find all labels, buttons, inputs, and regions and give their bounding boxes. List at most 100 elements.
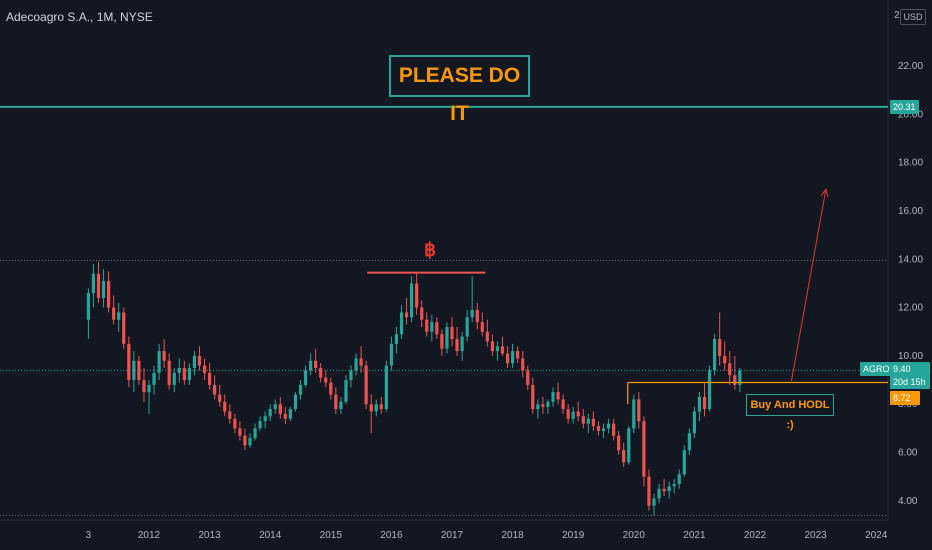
- x-tick-label: 2015: [320, 530, 343, 541]
- candle-body: [465, 317, 469, 337]
- candle-body: [112, 307, 116, 320]
- candle-body: [612, 423, 616, 436]
- ticker-label: AGRO: [860, 362, 893, 376]
- bitcoin-icon: ฿: [424, 240, 437, 261]
- candle-body: [556, 392, 560, 400]
- candle-body: [228, 411, 232, 419]
- candle-body: [223, 401, 227, 412]
- candle-body: [672, 483, 676, 487]
- candle-body: [596, 425, 601, 431]
- y-tick-label: 22.00: [898, 61, 923, 72]
- y-tick-label: 16.00: [898, 206, 923, 217]
- candle-body: [243, 435, 247, 446]
- candle-body: [117, 312, 121, 320]
- candle-body: [622, 450, 626, 463]
- candle-body: [617, 435, 621, 451]
- buy-and-hodl-callout[interactable]: Buy And HODL :): [746, 394, 834, 431]
- candle-body: [521, 358, 525, 371]
- candle-body: [384, 365, 388, 410]
- candle-body: [132, 360, 136, 381]
- candle-body: [324, 377, 328, 383]
- candle-body: [137, 360, 141, 381]
- x-tick-label: 2019: [562, 530, 585, 541]
- candle-body: [541, 404, 545, 407]
- candle-body: [197, 355, 202, 366]
- y-tick-label: 10.00: [898, 351, 923, 362]
- y-tick-label: 12.00: [898, 303, 923, 314]
- currency-button[interactable]: USD: [900, 9, 926, 25]
- candle-body: [359, 358, 363, 366]
- candle-body: [218, 394, 222, 402]
- candle-body: [642, 421, 646, 477]
- candle-body: [571, 411, 575, 419]
- candle-body: [167, 360, 171, 385]
- candle-body: [334, 394, 338, 410]
- candle-body: [667, 486, 671, 492]
- candle-body: [586, 418, 590, 424]
- candle-body: [329, 382, 333, 395]
- candle-body: [192, 355, 197, 368]
- candle-body: [728, 363, 732, 376]
- x-tick-label: 2014: [259, 530, 282, 541]
- candle-body: [738, 370, 742, 385]
- y-tick-label: 6.00: [898, 448, 918, 459]
- candle-body: [344, 380, 348, 402]
- candle-body: [404, 312, 409, 318]
- candle-body: [566, 409, 570, 419]
- candle-body: [213, 384, 217, 395]
- y-tick-label: 4.00: [898, 496, 918, 507]
- candle-body: [349, 370, 353, 381]
- candle-body: [445, 326, 449, 349]
- candle-body: [576, 411, 580, 417]
- candle-body: [142, 380, 146, 393]
- candle-body: [303, 370, 308, 385]
- resistance-price-label: 20.31: [890, 100, 919, 114]
- candle-body: [490, 341, 495, 352]
- candle-body: [409, 283, 414, 318]
- candle-body: [440, 334, 444, 349]
- candle-body: [546, 401, 550, 407]
- candle-body: [637, 399, 641, 422]
- candle-body: [712, 339, 717, 371]
- candle-body: [536, 404, 540, 410]
- candle-body: [208, 372, 212, 385]
- candle-body: [248, 438, 252, 446]
- candle-body: [309, 360, 313, 371]
- x-tick-label: 2022: [744, 530, 767, 541]
- candle-body: [450, 326, 454, 340]
- candle-body: [233, 418, 237, 429]
- candle-body: [495, 346, 500, 352]
- candle-body: [319, 368, 323, 378]
- candle-body: [420, 307, 424, 320]
- candle-body: [591, 418, 595, 426]
- candle-body: [182, 368, 186, 381]
- please-do-it-banner[interactable]: PLEASE DO IT: [389, 55, 530, 125]
- x-tick-label: 2017: [441, 530, 464, 541]
- candle-body: [435, 322, 439, 335]
- candle-body: [682, 450, 686, 475]
- candle-body: [152, 372, 156, 385]
- candle-body: [505, 353, 510, 364]
- candle-body: [283, 413, 287, 419]
- candle-body: [187, 368, 192, 381]
- x-tick-label: 2021: [683, 530, 706, 541]
- candle-body: [677, 474, 681, 484]
- candle-body: [606, 423, 611, 429]
- support-price-label: 8.72: [890, 391, 920, 405]
- candle-body: [455, 339, 459, 352]
- candle-body: [86, 293, 90, 320]
- candle-body: [273, 404, 277, 410]
- candle-body: [415, 283, 419, 308]
- candle-body: [526, 370, 530, 385]
- x-tick-label: 2016: [380, 530, 403, 541]
- candle-body: [127, 343, 131, 381]
- candle-body: [702, 396, 707, 410]
- candle-body: [374, 404, 378, 412]
- candle-body: [723, 355, 727, 364]
- candle-body: [687, 433, 691, 451]
- candle-body: [202, 365, 207, 373]
- candle-body: [258, 421, 262, 429]
- candle-body: [147, 384, 151, 393]
- candle-body: [293, 394, 298, 410]
